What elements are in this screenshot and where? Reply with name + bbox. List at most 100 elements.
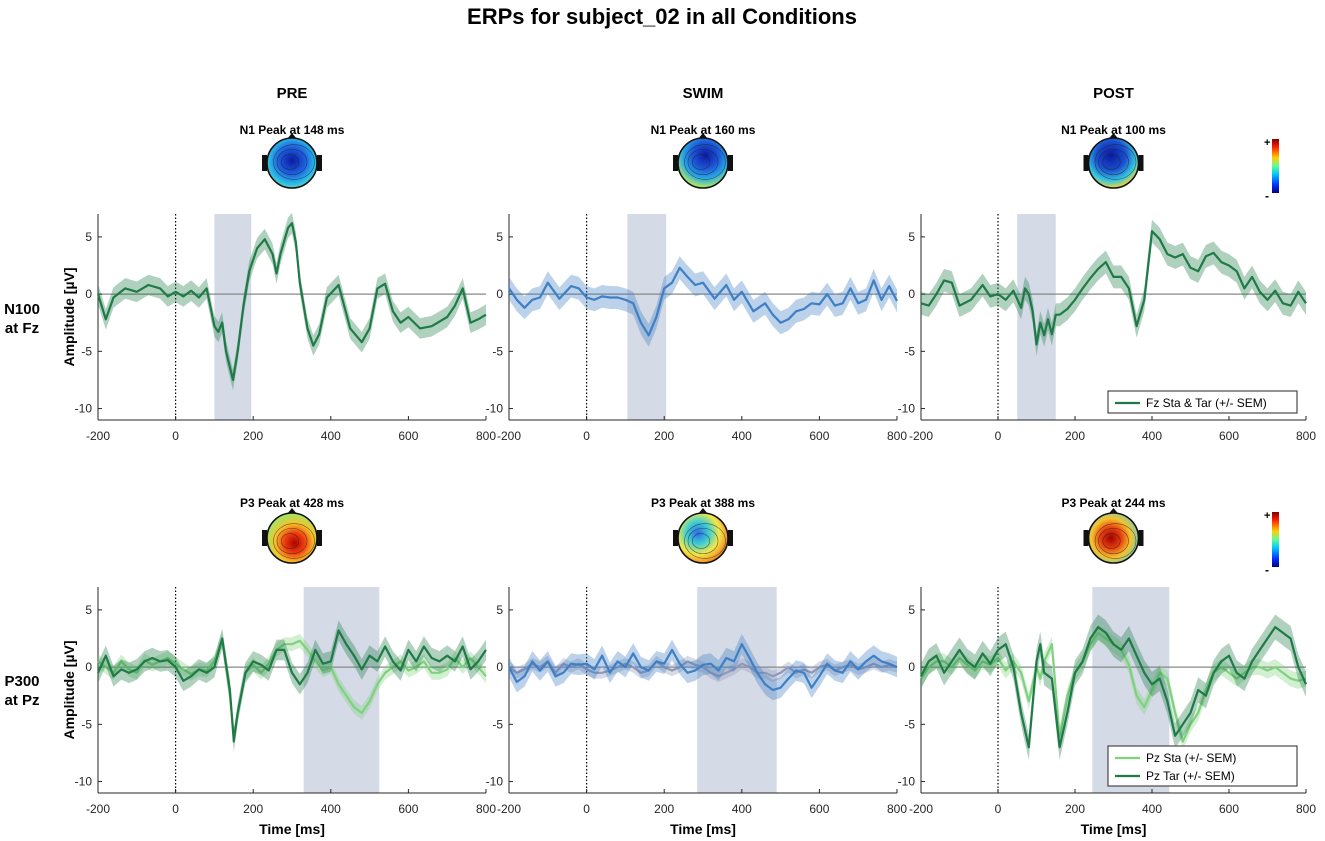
scalp-topography-icon xyxy=(262,508,322,564)
contour-line xyxy=(1098,148,1129,176)
contour-line xyxy=(280,154,300,170)
left-ear xyxy=(673,530,678,546)
contour-line xyxy=(1094,144,1137,180)
x-axis-label: Time [ms] xyxy=(259,821,325,837)
x-tick-label: 600 xyxy=(809,429,829,443)
y-tick-label: -10 xyxy=(898,402,916,416)
contour-line xyxy=(687,527,719,555)
peak-window xyxy=(697,587,777,793)
scalp-map xyxy=(1087,512,1140,564)
left-ear xyxy=(262,155,267,171)
x-tick-label: 200 xyxy=(654,802,674,816)
x-tick-label: -200 xyxy=(86,429,110,443)
peak-window xyxy=(214,214,252,420)
y-tick-label: 5 xyxy=(85,230,92,244)
colorbar-minus: - xyxy=(1265,563,1269,577)
x-tick-label: 200 xyxy=(243,802,263,816)
erp-line-sta xyxy=(96,222,487,381)
contour-line xyxy=(684,144,726,180)
scalp-map xyxy=(266,137,318,189)
scalp-map xyxy=(677,137,729,189)
contour-line xyxy=(280,533,300,549)
x-tick-label: 0 xyxy=(583,429,590,443)
sem-band-series xyxy=(509,256,897,347)
y-tick-label: 0 xyxy=(908,660,915,674)
right-ear xyxy=(728,155,733,171)
x-tick-label: 400 xyxy=(1142,429,1162,443)
y-tick-label: 0 xyxy=(908,287,915,301)
peak-window xyxy=(627,214,667,420)
row-label-p300-line1: P300 xyxy=(4,673,39,690)
scalp-topography-icon xyxy=(673,133,733,189)
row-label-p300-line2: at Pz xyxy=(4,692,39,709)
y-tick-label: 5 xyxy=(85,603,92,617)
right-ear xyxy=(1138,155,1144,171)
legend: Fz Sta & Tar (+/- SEM) xyxy=(1107,390,1298,414)
x-tick-label: 400 xyxy=(732,802,752,816)
y-tick-label: 5 xyxy=(496,603,503,617)
x-tick-label: 800 xyxy=(476,802,496,816)
scalp-topography-icon xyxy=(262,133,322,189)
x-tick-label: 200 xyxy=(654,429,674,443)
column-title: SWIM xyxy=(683,85,724,102)
contour-line xyxy=(691,154,711,170)
peak-window xyxy=(1017,214,1056,420)
x-axis-label: Time [ms] xyxy=(1081,821,1147,837)
erp-line-tar xyxy=(508,643,898,692)
x-tick-label: 800 xyxy=(887,802,907,816)
colorbar-gradient xyxy=(1272,139,1279,193)
y-axis-label: Amplitude [µV] xyxy=(61,640,77,739)
scalp-topography-icon xyxy=(673,508,733,564)
x-tick-label: 400 xyxy=(732,429,752,443)
row-label-n100-line1: N100 xyxy=(4,301,40,318)
y-tick-label: -5 xyxy=(81,717,92,731)
panel-swim-n100: SWIM N1 Peak at 160 ms 5 0 -5 -10 -200 0 200 400 6… xyxy=(486,85,908,443)
panel-post-n100: POST N1 Peak at 100 ms 5 0 -5 -10 -200 0 200 400 6… xyxy=(898,85,1317,443)
y-tick-label: -5 xyxy=(81,344,92,358)
y-tick-label: 0 xyxy=(85,287,92,301)
contour-line xyxy=(691,533,711,549)
column-title: POST xyxy=(1093,85,1134,102)
erp-line-sta xyxy=(920,230,1307,346)
colorbar-p300: + - xyxy=(1264,510,1279,577)
x-tick-label: 200 xyxy=(1065,802,1085,816)
contour-line xyxy=(684,523,726,559)
contour-line xyxy=(276,148,308,176)
y-tick-label: -10 xyxy=(898,775,916,789)
x-tick-label: -200 xyxy=(86,802,110,816)
y-axis-label: Amplitude [µV] xyxy=(61,267,77,366)
x-tick-label: 0 xyxy=(583,802,590,816)
panel-post-p300: P3 Peak at 244 ms 5 0 -5 -10 -200 0 200 400 600 80… xyxy=(898,496,1317,837)
y-tick-label: -5 xyxy=(492,717,503,731)
colorbar-plus: + xyxy=(1264,510,1270,522)
x-tick-label: 600 xyxy=(809,802,829,816)
legend-label: Pz Tar (+/- SEM) xyxy=(1146,769,1235,783)
y-tick-label: 5 xyxy=(496,230,503,244)
x-tick-label: 800 xyxy=(1296,429,1316,443)
x-tick-label: 0 xyxy=(995,429,1002,443)
x-tick-label: 800 xyxy=(1296,802,1316,816)
right-ear xyxy=(728,530,733,546)
sem-band-target xyxy=(509,633,897,701)
contour-line xyxy=(276,527,308,555)
x-tick-label: 600 xyxy=(1219,802,1239,816)
x-tick-label: 200 xyxy=(1065,429,1085,443)
scalp-map xyxy=(266,512,318,564)
panel-swim-p300: P3 Peak at 388 ms 5 0 -5 -10 -200 0 200 400 600 80… xyxy=(486,496,908,837)
contour-line xyxy=(273,144,315,180)
x-tick-label: -200 xyxy=(909,429,933,443)
x-tick-label: 200 xyxy=(243,429,263,443)
scalp-map xyxy=(677,512,729,564)
peak-subtitle: P3 Peak at 428 ms xyxy=(240,496,344,510)
left-ear xyxy=(1083,530,1089,546)
left-ear xyxy=(262,530,267,546)
sem-band-series xyxy=(921,624,1306,750)
contour-line xyxy=(1102,154,1121,170)
right-ear xyxy=(317,530,322,546)
y-tick-label: -10 xyxy=(75,775,93,789)
y-tick-label: 0 xyxy=(85,660,92,674)
y-tick-label: -5 xyxy=(492,344,503,358)
right-ear xyxy=(1138,530,1144,546)
peak-subtitle: N1 Peak at 160 ms xyxy=(651,123,756,137)
